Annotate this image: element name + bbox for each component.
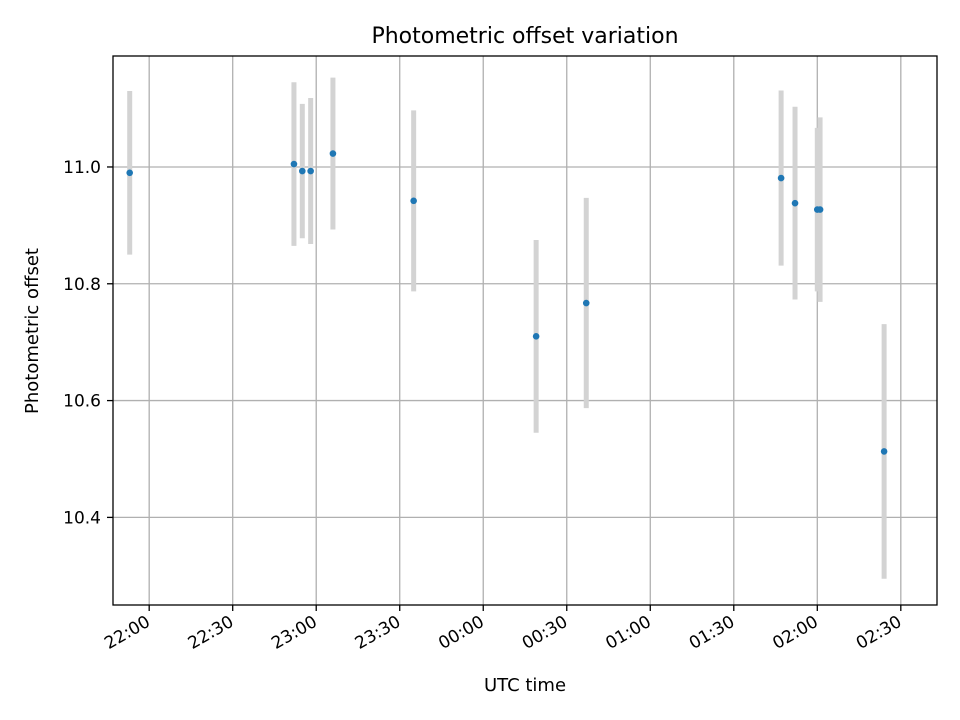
data-point (582, 299, 590, 307)
data-point (532, 333, 540, 340)
data-point (791, 199, 799, 207)
y-tick-label: 10.6 (63, 392, 101, 412)
data-point (880, 448, 888, 455)
y-tick-label: 10.8 (63, 275, 101, 295)
y-axis-label: Photometric offset (22, 248, 43, 414)
chart-title: Photometric offset variation (371, 24, 678, 49)
data-point (307, 167, 314, 175)
y-tick-label: 11.0 (63, 158, 101, 178)
data-point (290, 160, 298, 168)
plot-frame (112, 55, 938, 606)
grid-layer (113, 56, 937, 605)
data-point (410, 197, 417, 205)
data-point (816, 206, 824, 213)
data-point (777, 174, 785, 182)
x-axis-label: UTC time (484, 675, 566, 696)
data-point (126, 169, 134, 177)
point-layer (126, 150, 888, 455)
data-point (329, 150, 337, 157)
y-tick-label: 10.4 (63, 508, 101, 528)
data-point (298, 167, 306, 175)
